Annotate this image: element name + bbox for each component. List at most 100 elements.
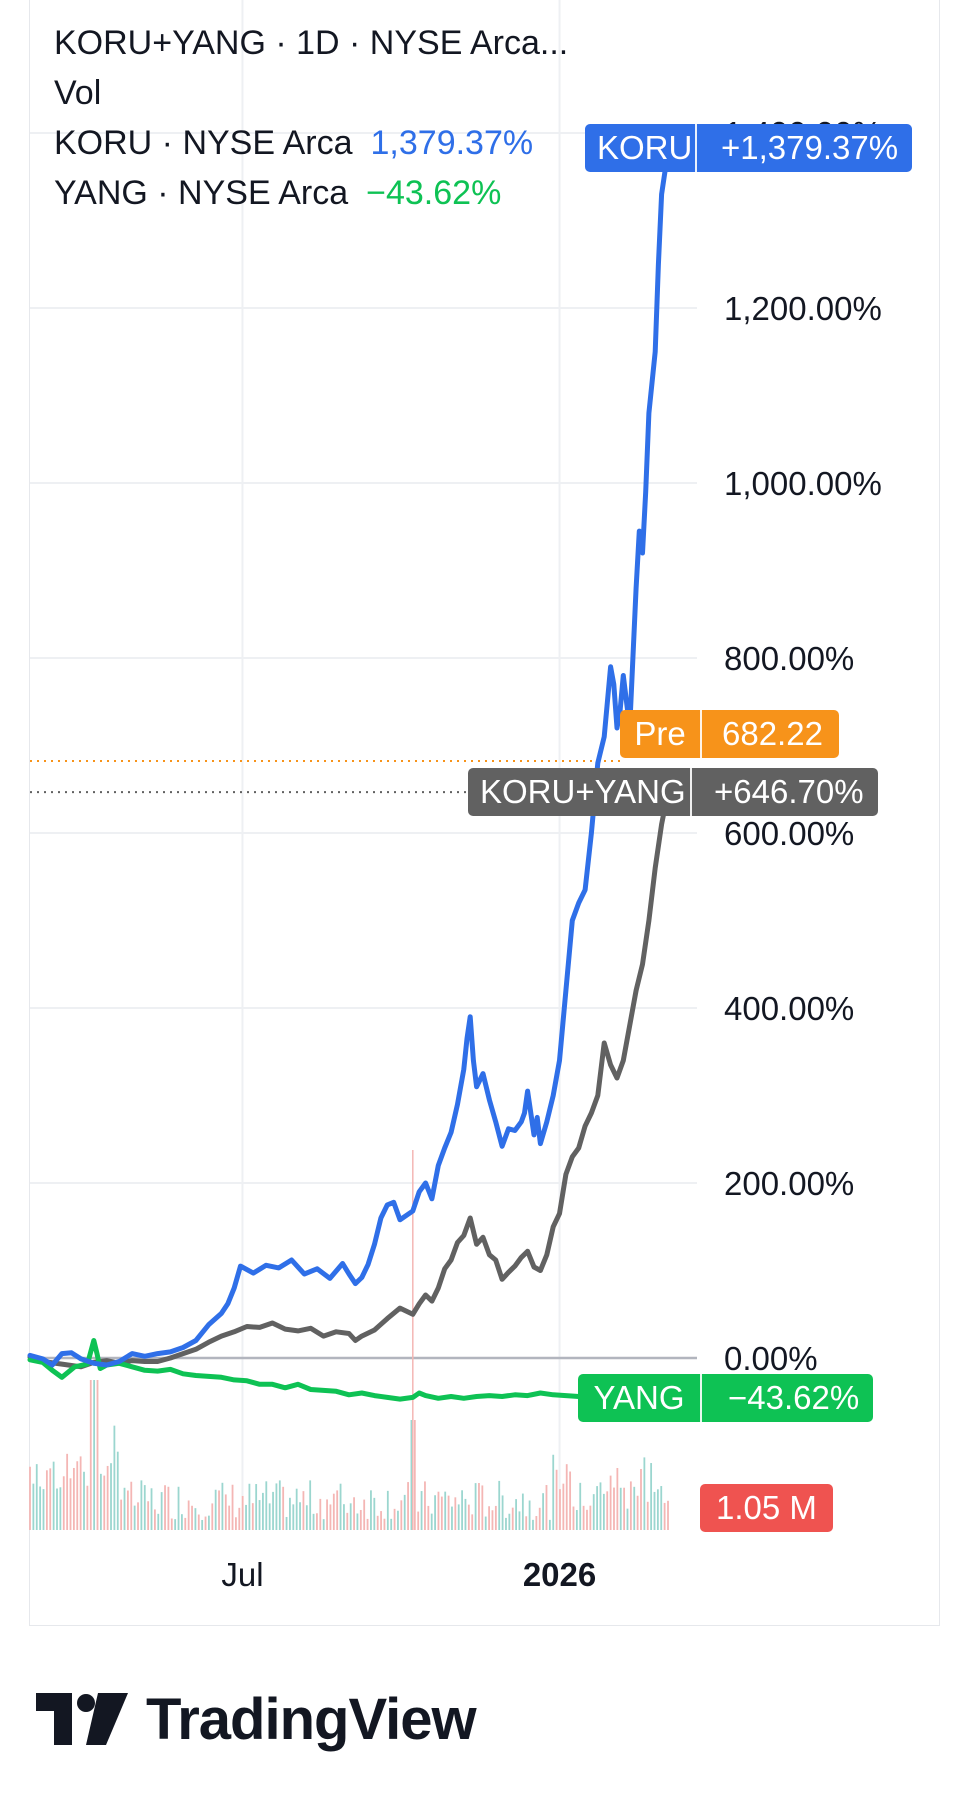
volume-bar bbox=[569, 1471, 572, 1530]
volume-bar bbox=[235, 1517, 237, 1530]
volume-bar bbox=[123, 1487, 126, 1530]
legend-main[interactable]: KORU+YANG · 1D · NYSE Arca... bbox=[54, 24, 569, 62]
volume-bar bbox=[474, 1483, 477, 1530]
volume-bar bbox=[454, 1497, 457, 1530]
x-tick-label: Jul bbox=[221, 1556, 263, 1593]
volume-bar bbox=[393, 1508, 396, 1530]
volume-bar bbox=[481, 1485, 484, 1530]
volume-bar bbox=[103, 1475, 106, 1530]
volume-bar bbox=[292, 1504, 295, 1530]
volume-bar bbox=[521, 1493, 524, 1530]
volume-bar bbox=[653, 1491, 656, 1530]
volume-bar bbox=[42, 1489, 45, 1530]
volume-bar bbox=[238, 1507, 241, 1530]
volume-bar bbox=[153, 1509, 156, 1530]
series-lines bbox=[27, 148, 671, 1402]
volume-bar bbox=[430, 1513, 433, 1530]
volume-bar bbox=[133, 1505, 136, 1530]
volume-bar bbox=[45, 1470, 48, 1530]
koru-price-tag: KORU +1,379.37% bbox=[585, 124, 913, 172]
volume-bar bbox=[66, 1453, 69, 1530]
volume-bar bbox=[552, 1454, 555, 1530]
volume-bar bbox=[137, 1502, 139, 1530]
x-axis: Jul 2026 bbox=[221, 1556, 596, 1593]
volume-bar bbox=[447, 1495, 450, 1530]
volume-bar bbox=[278, 1480, 281, 1530]
volume-bar bbox=[562, 1483, 565, 1530]
volume-bar bbox=[579, 1482, 582, 1530]
volume-bar bbox=[636, 1495, 639, 1530]
volume-bar bbox=[29, 1466, 31, 1530]
volume-bar bbox=[663, 1502, 666, 1530]
volume-bar bbox=[400, 1500, 403, 1530]
tradingview-logo[interactable]: TradingView bbox=[36, 1684, 477, 1754]
volume-bar bbox=[349, 1503, 352, 1530]
yang-tag-name: YANG bbox=[593, 1379, 685, 1416]
volume-bar bbox=[275, 1483, 278, 1530]
volume-bar bbox=[228, 1505, 231, 1530]
volume-bar bbox=[268, 1503, 271, 1530]
volume-bar bbox=[224, 1494, 227, 1530]
volume-bar bbox=[83, 1471, 85, 1530]
volume-bars bbox=[29, 1150, 669, 1530]
volume-bar bbox=[619, 1487, 622, 1530]
volume-bar bbox=[353, 1497, 355, 1530]
volume-bar bbox=[248, 1483, 251, 1530]
volume-bar bbox=[93, 1380, 96, 1530]
volume-bar bbox=[160, 1492, 163, 1530]
volume-bar bbox=[386, 1490, 389, 1530]
volume-bar bbox=[52, 1461, 55, 1530]
legend-koru-name: KORU · NYSE Arca bbox=[54, 124, 353, 162]
volume-bar bbox=[535, 1516, 538, 1530]
volume-bar bbox=[343, 1504, 345, 1530]
legend-yang[interactable]: YANG · NYSE Arca −43.62% bbox=[54, 174, 501, 213]
legend-koru-value: 1,379.37% bbox=[370, 124, 534, 162]
volume-bar bbox=[525, 1516, 528, 1530]
yang-price-tag: YANG −43.62% bbox=[578, 1374, 874, 1422]
combo-price-tag: KORU+YANG +646.70% bbox=[468, 768, 878, 816]
volume-bar bbox=[640, 1468, 642, 1530]
volume-bar bbox=[586, 1509, 588, 1530]
volume-bar bbox=[623, 1487, 626, 1530]
volume-bar bbox=[478, 1483, 480, 1530]
legend-volume[interactable]: Vol bbox=[54, 74, 102, 112]
legend-koru[interactable]: KORU · NYSE Arca 1,379.37% bbox=[54, 124, 533, 163]
volume-bar bbox=[329, 1504, 332, 1530]
volume-bar bbox=[59, 1487, 62, 1530]
koru-tag-name: KORU bbox=[597, 129, 693, 166]
volume-bar bbox=[370, 1490, 372, 1530]
volume-bar bbox=[204, 1516, 207, 1530]
volume-bar bbox=[265, 1481, 268, 1530]
volume-bar bbox=[424, 1481, 426, 1530]
volume-bar bbox=[403, 1494, 406, 1530]
volume-bar bbox=[62, 1476, 65, 1530]
volume-bar bbox=[150, 1488, 153, 1530]
volume-bar bbox=[49, 1468, 52, 1530]
volume-bar bbox=[471, 1514, 474, 1530]
volume-bar bbox=[214, 1489, 217, 1530]
volume-bar bbox=[251, 1503, 254, 1530]
volume-bar bbox=[380, 1511, 382, 1530]
volume-bar bbox=[272, 1491, 274, 1530]
koru-tag-value: +1,379.37% bbox=[721, 129, 899, 166]
volume-bar bbox=[599, 1482, 602, 1530]
volume-bar bbox=[532, 1519, 534, 1530]
volume-bar bbox=[437, 1491, 440, 1530]
volume-bar bbox=[609, 1475, 612, 1530]
volume-bar bbox=[79, 1456, 82, 1530]
volume-bar bbox=[444, 1491, 447, 1530]
volume-bar bbox=[187, 1500, 190, 1530]
volume-bar bbox=[440, 1496, 443, 1530]
volume-bar bbox=[667, 1500, 669, 1530]
volume-bar bbox=[484, 1516, 487, 1530]
volume-bar bbox=[241, 1495, 244, 1530]
volume-bar bbox=[629, 1481, 632, 1530]
y-tick-label: 1,200.00% bbox=[724, 290, 882, 327]
volume-bar bbox=[501, 1495, 504, 1530]
volume-bar bbox=[336, 1490, 339, 1530]
volume-bar bbox=[170, 1518, 173, 1530]
volume-bar bbox=[555, 1469, 558, 1530]
volume-bar bbox=[99, 1473, 102, 1530]
reference-lines bbox=[30, 760, 620, 794]
volume-bar bbox=[559, 1489, 561, 1530]
